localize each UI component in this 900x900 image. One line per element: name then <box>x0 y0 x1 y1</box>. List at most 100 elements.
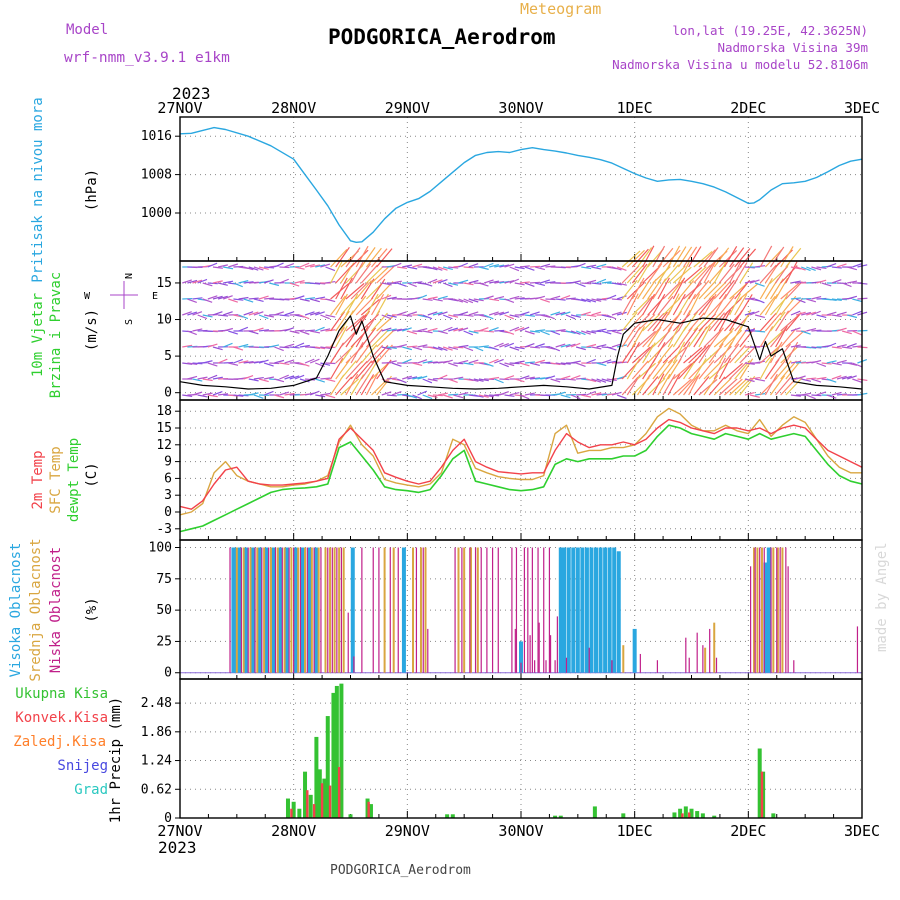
high-cloud-bar <box>612 547 617 673</box>
wind-barb <box>667 279 684 300</box>
wind-barb <box>483 262 494 268</box>
wind-barb <box>263 390 274 396</box>
wind-barb <box>606 378 617 382</box>
wind-barb <box>811 394 822 397</box>
wind-barb <box>304 378 316 381</box>
wind-barb <box>483 279 494 284</box>
wind-barb <box>718 378 738 396</box>
bottom-date-label: 2DEC <box>730 822 766 840</box>
wind-barb <box>616 394 627 399</box>
low-cloud-bar <box>511 547 513 673</box>
wind-barb <box>284 359 295 364</box>
wind-barb <box>550 311 561 316</box>
wind-barb <box>330 261 343 284</box>
wind-barb <box>713 247 730 268</box>
wind-barb <box>478 282 489 287</box>
wind-barb <box>299 344 310 348</box>
high-cloud-bar <box>575 547 580 673</box>
wind-barb <box>524 314 535 317</box>
wind-barb <box>816 266 827 269</box>
wind-barb <box>360 359 377 380</box>
wind-barb <box>360 247 376 268</box>
wind-barb <box>596 362 607 367</box>
wind-barb <box>463 282 474 286</box>
high-cloud-bar <box>763 562 768 673</box>
wind-barb <box>724 329 743 348</box>
high-cloud-bar <box>231 547 236 673</box>
low-cloud-bar <box>247 547 249 673</box>
wind-barb <box>182 279 192 284</box>
wind-barb <box>217 264 228 268</box>
low-cloud-bar <box>327 547 329 673</box>
wind-barb <box>489 263 500 268</box>
wind-barb <box>611 298 622 301</box>
precip-legend-item: Konvek.Kisa <box>15 710 108 726</box>
wind-barb <box>320 328 331 332</box>
wind-barb <box>396 378 407 384</box>
wind-barb <box>320 314 330 320</box>
wind-barb <box>350 281 369 300</box>
precip-total-bar <box>712 815 717 818</box>
wind-barb <box>550 378 561 383</box>
wind-barb <box>412 330 423 333</box>
low-cloud-bar <box>556 616 558 673</box>
model-name: wrf-nmm_v3.9.1 e1km <box>64 50 230 66</box>
wind-barb <box>586 279 597 284</box>
high-cloud-bar <box>243 547 248 673</box>
wind-barb <box>780 360 797 380</box>
wind-barb <box>309 390 320 396</box>
mid-cloud-bar <box>333 547 336 673</box>
wind-barb <box>340 277 353 300</box>
wind-barb <box>294 266 305 270</box>
wind-barb <box>284 343 295 348</box>
precip-total-bar <box>553 815 558 818</box>
low-cloud-bar <box>531 547 533 673</box>
compass-e: E <box>152 291 158 302</box>
wind-barb <box>386 296 397 300</box>
wind-barb <box>631 297 650 316</box>
low-cloud-bar <box>331 547 333 673</box>
wind-barb <box>340 329 358 348</box>
wind-barb <box>811 295 822 300</box>
wind-barb <box>657 277 670 300</box>
wind-barb <box>764 344 782 364</box>
wind-barb <box>535 295 546 300</box>
wind-barb <box>693 344 710 364</box>
wind-barb <box>836 359 847 364</box>
wind-barb <box>729 247 745 268</box>
wind-barb <box>601 359 612 364</box>
wind-barb <box>755 393 766 396</box>
wind-barb <box>299 298 310 302</box>
precip-conv-bar <box>681 813 684 818</box>
precip-ytick-label: 0 <box>164 811 172 826</box>
wind-barb <box>371 278 386 300</box>
wind-speed-line <box>179 315 863 390</box>
wind-barb <box>269 344 280 348</box>
wind-barb <box>489 298 500 302</box>
high-cloud-bar <box>300 547 305 673</box>
wind-barb <box>852 362 862 368</box>
low-cloud-bar <box>515 547 518 673</box>
wind-barb <box>417 294 428 300</box>
wind-barb <box>626 264 644 284</box>
precip-total-bar <box>285 798 290 818</box>
wind-barb <box>294 329 305 332</box>
wind-barb <box>274 359 285 364</box>
low-cloud-bar <box>240 547 242 673</box>
wind-barb <box>831 362 842 366</box>
wind-barb <box>759 312 777 332</box>
wind-barb <box>299 362 310 367</box>
low-cloud-bar <box>750 566 752 673</box>
wind-barb <box>816 314 827 319</box>
wind-barb <box>309 298 320 303</box>
mid-cloud-bar <box>424 547 427 673</box>
wind-barb <box>238 360 249 364</box>
wind-barb <box>616 328 627 332</box>
wind-barb <box>652 342 666 364</box>
wind-barb <box>463 266 474 269</box>
pressure-frame <box>179 116 863 262</box>
wind-barb <box>555 391 566 396</box>
wind-barb <box>197 394 208 398</box>
low-cloud-bar <box>361 547 363 673</box>
pressure-ytick-label: 1008 <box>141 168 172 183</box>
